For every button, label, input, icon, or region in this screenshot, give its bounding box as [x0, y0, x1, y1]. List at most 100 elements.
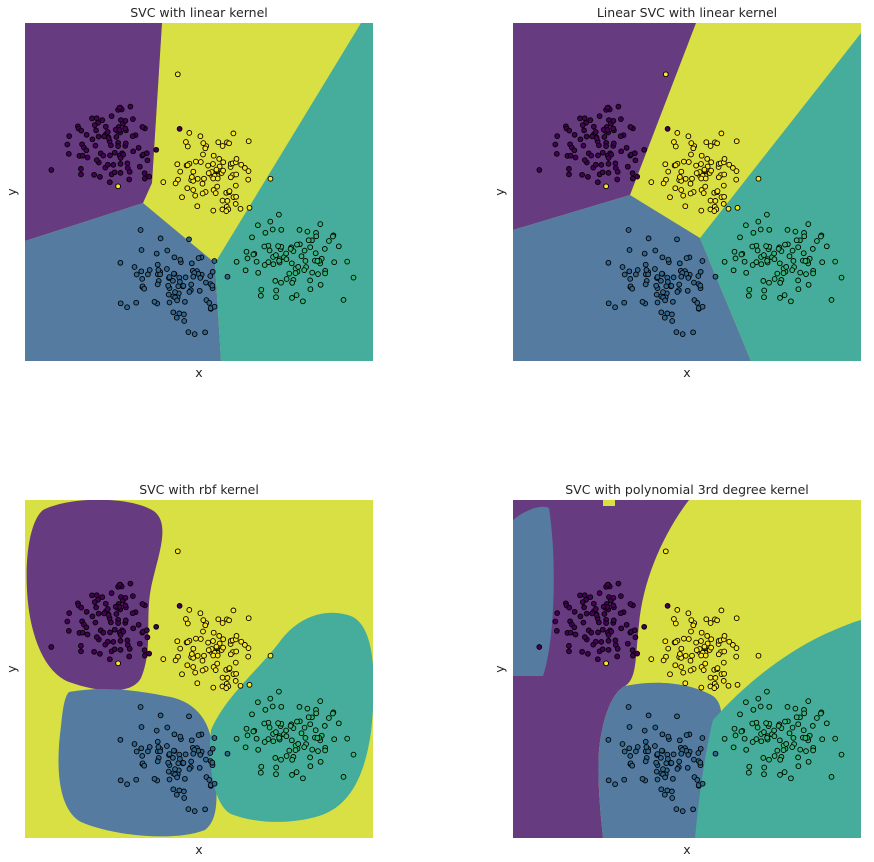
- scatter-point: [97, 650, 103, 657]
- scatter-point: [335, 243, 342, 250]
- scatter-point: [130, 116, 136, 122]
- scatter-point: [258, 286, 265, 293]
- scatter-point: [577, 613, 584, 620]
- subplot-linear-svc: Linear SVC with linear kernel x y: [492, 5, 861, 380]
- scatter-point: [800, 727, 807, 734]
- y-axis-label: y: [4, 665, 19, 673]
- subplot-svc-rbf: SVC with rbf kernel x y: [4, 482, 373, 857]
- scatter-point: [124, 160, 131, 167]
- scatter-point: [93, 592, 100, 599]
- scatter-point: [202, 329, 208, 336]
- scatter-point: [714, 140, 720, 147]
- scatter-point: [166, 776, 173, 783]
- scatter-point: [305, 237, 312, 244]
- scatter-point: [186, 713, 192, 720]
- scatter-point: [209, 282, 216, 289]
- scatter-point: [687, 667, 694, 674]
- scatter-point: [553, 628, 560, 634]
- scatter-point: [213, 643, 220, 650]
- scatter-point: [743, 269, 750, 276]
- scatter-point: [273, 252, 279, 258]
- scatter-point: [135, 144, 142, 151]
- scatter-point: [273, 729, 279, 735]
- scatter-point: [124, 637, 131, 644]
- scatter-point: [614, 653, 621, 660]
- scatter-point: [93, 115, 100, 122]
- plot-area: [513, 23, 861, 361]
- scatter-point: [571, 624, 578, 631]
- scatter-point: [771, 250, 777, 257]
- scatter-point: [202, 806, 208, 813]
- scatter-point: [790, 258, 797, 264]
- scatter-point: [133, 271, 140, 278]
- scatter-point: [176, 603, 183, 609]
- scatter-point: [595, 152, 601, 159]
- scatter-point: [721, 156, 728, 162]
- scatter-point: [91, 648, 97, 655]
- scatter-point: [276, 688, 282, 695]
- scatter-point: [621, 776, 628, 783]
- scatter-point: [300, 298, 306, 305]
- scatter-point: [702, 183, 709, 190]
- scatter-point: [199, 180, 206, 187]
- scatter-point: [104, 638, 111, 645]
- scatter-point: [693, 647, 700, 653]
- scatter-point: [761, 252, 767, 258]
- scatter-point: [583, 610, 590, 617]
- scatter-point: [659, 731, 666, 738]
- scatter-point: [674, 766, 681, 772]
- scatter-point: [658, 277, 664, 284]
- scatter-point: [184, 162, 191, 169]
- scatter-point: [243, 725, 250, 732]
- scatter-point: [653, 291, 660, 298]
- scatter-point: [154, 281, 161, 288]
- scatter-point: [660, 180, 667, 187]
- scatter-point: [714, 665, 721, 671]
- scatter-point: [603, 660, 609, 667]
- scatter-point: [141, 762, 148, 769]
- scatter-point: [701, 166, 708, 173]
- scatter-point: [680, 669, 687, 676]
- scatter-point: [180, 760, 187, 766]
- scatter-point: [734, 681, 741, 688]
- scatter-point: [601, 611, 608, 617]
- scatter-point: [749, 262, 756, 268]
- scatter-point: [173, 791, 180, 798]
- scatter-point: [764, 688, 770, 695]
- scatter-point: [795, 244, 802, 251]
- scatter-point: [232, 201, 239, 207]
- scatter-point: [307, 244, 314, 251]
- scatter-point: [200, 617, 207, 623]
- scatter-point: [777, 279, 784, 286]
- scatter-point: [145, 271, 151, 278]
- scatter-point: [210, 652, 217, 659]
- scatter-point: [641, 727, 648, 734]
- region-yellow-notch: [603, 500, 615, 506]
- scatter-point: [601, 134, 608, 140]
- scatter-point: [572, 631, 579, 638]
- x-axis-label: x: [683, 365, 690, 380]
- scatter-point: [195, 732, 202, 738]
- scatter-point: [64, 141, 71, 148]
- scatter-point: [287, 723, 294, 729]
- scatter-point: [283, 727, 289, 734]
- scatter-point: [838, 274, 845, 281]
- scatter-point: [684, 764, 691, 771]
- scatter-point: [130, 148, 137, 155]
- scatter-point: [300, 775, 306, 782]
- scatter-point: [153, 727, 160, 734]
- scatter-point: [215, 616, 222, 623]
- scatter-point: [697, 268, 704, 275]
- scatter-point: [272, 278, 279, 284]
- scatter-point: [122, 117, 129, 124]
- scatter-point: [634, 650, 641, 657]
- scatter-point: [201, 652, 207, 659]
- scatter-point: [592, 129, 599, 135]
- scatter-point: [720, 201, 727, 207]
- scatter-point: [78, 171, 84, 178]
- scatter-point: [652, 743, 658, 749]
- scatter-point: [699, 780, 706, 787]
- scatter-point: [581, 634, 588, 640]
- scatter-point: [643, 267, 650, 273]
- scatter-point: [674, 713, 680, 720]
